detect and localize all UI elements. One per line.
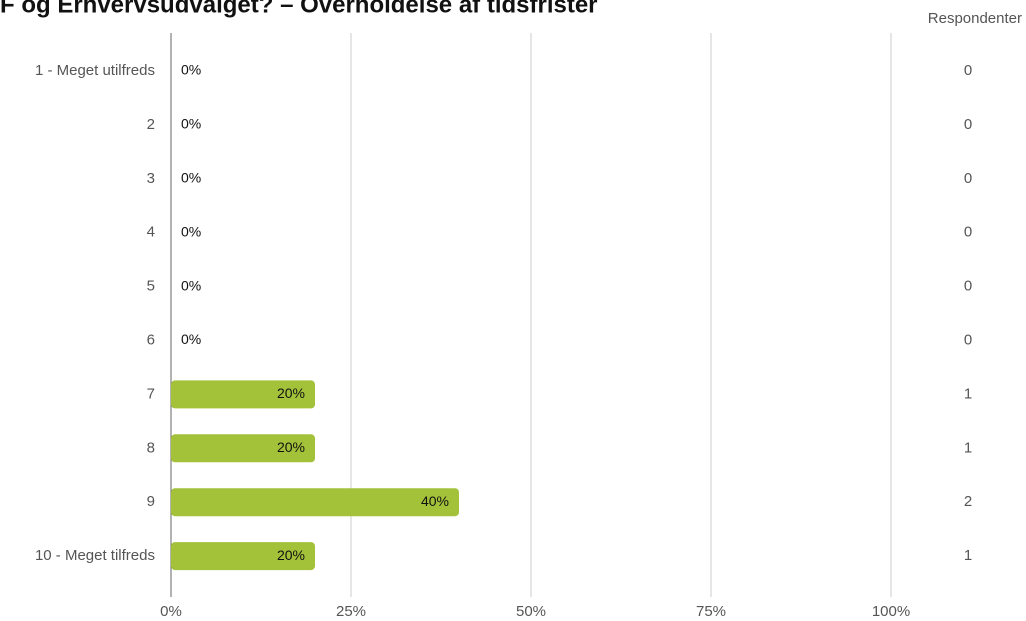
count-label: 0 (964, 62, 972, 79)
bar (171, 488, 459, 517)
x-tick-label: 50% (516, 603, 546, 620)
x-tick-label: 100% (872, 603, 910, 620)
y-tick-label: 10 - Meget tilfreds (35, 547, 155, 564)
x-tick-label: 0% (160, 603, 182, 620)
count-label: 0 (964, 170, 972, 187)
y-tick-label: 2 (147, 116, 155, 133)
y-tick-label: 4 (147, 224, 155, 241)
count-label: 1 (964, 547, 972, 564)
value-label: 0% (181, 223, 201, 239)
count-label: 0 (964, 278, 972, 295)
y-tick-label: 6 (147, 331, 155, 348)
bar (171, 542, 315, 571)
y-tick-label: 5 (147, 278, 155, 295)
count-label: 0 (964, 116, 972, 133)
value-label: 0% (181, 116, 201, 132)
y-tick-label: 9 (147, 493, 155, 510)
y-tick-label: 8 (147, 439, 155, 456)
x-tick-label: 75% (696, 603, 726, 620)
bar (171, 434, 315, 463)
value-label: 20% (277, 439, 305, 455)
value-label: 0% (181, 170, 201, 186)
value-label: 0% (181, 62, 201, 78)
value-label: 20% (277, 385, 305, 401)
value-label: 0% (181, 331, 201, 347)
count-header: Respondenter (928, 10, 1022, 27)
count-label: 0 (964, 224, 972, 241)
count-label: 1 (964, 439, 972, 456)
y-tick-label: 7 (147, 385, 155, 402)
value-label: 40% (421, 493, 449, 509)
y-tick-label: 1 - Meget utilfreds (35, 62, 155, 79)
value-label: 0% (181, 277, 201, 293)
count-label: 2 (964, 493, 972, 510)
count-label: 0 (964, 331, 972, 348)
bar (171, 380, 315, 409)
y-tick-label: 3 (147, 170, 155, 187)
count-label: 1 (964, 385, 972, 402)
x-tick-label: 25% (336, 603, 366, 620)
value-label: 20% (277, 547, 305, 563)
chart-title: F og Erhvervsudvalget? – Overholdelse af… (0, 0, 598, 18)
